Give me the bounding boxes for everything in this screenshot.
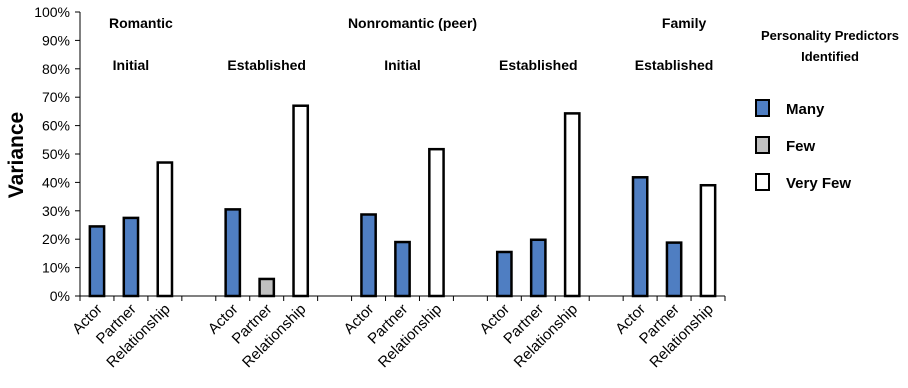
bar: [665, 241, 683, 298]
y-tick-label: 30%: [42, 203, 70, 219]
legend-swatch: [755, 173, 770, 191]
bar: [156, 161, 174, 298]
bars: [88, 104, 717, 298]
y-tick-label: 90%: [42, 32, 70, 48]
bar: [631, 176, 649, 298]
group-headers: Romantic Initial Established Nonromantic (p…: [109, 15, 713, 73]
y-tick-label: 70%: [42, 89, 70, 105]
y-tick-label: 50%: [42, 146, 70, 162]
bar: [699, 183, 717, 298]
bar: [394, 240, 411, 298]
bar: [529, 238, 547, 298]
legend-swatch: [755, 136, 770, 154]
bar: [224, 208, 242, 298]
axes: [79, 12, 726, 301]
group-subheader: Established: [499, 57, 578, 73]
y-tick-label: 80%: [42, 61, 70, 77]
bar: [122, 216, 140, 298]
y-tick-label: 40%: [42, 174, 70, 190]
legend-label: Very Few: [786, 175, 851, 192]
bar: [428, 147, 445, 298]
bar: [360, 213, 377, 298]
group-subheader: Established: [227, 57, 306, 73]
y-axis-ticks: 0% 10% 20% 30% 40% 50% 60% 70% 80% 90% 100%: [34, 4, 80, 304]
y-tick-label: 100%: [34, 4, 70, 20]
y-tick-label: 10%: [42, 260, 70, 276]
group-subheader: Initial: [384, 57, 421, 73]
legend-title-line-1: Personality Predictors: [761, 28, 899, 43]
bar: [495, 250, 513, 298]
bar: [563, 112, 581, 298]
bar: [292, 104, 310, 298]
bar: [258, 277, 276, 298]
group-header: Romantic: [109, 15, 173, 31]
bar: [88, 225, 106, 298]
group-subheader: Established: [635, 57, 714, 73]
y-tick-label: 20%: [42, 231, 70, 247]
legend-swatch: [755, 99, 770, 117]
y-axis-label: Variance: [5, 112, 28, 198]
y-tick-label: 0%: [50, 288, 70, 304]
legend: Personality Predictors Identified Many Fe…: [755, 28, 899, 192]
y-tick-label: 60%: [42, 118, 70, 134]
legend-label: Many: [786, 101, 825, 118]
group-subheader: Initial: [113, 57, 150, 73]
group-header: Nonromantic (peer): [348, 15, 477, 31]
legend-label: Few: [786, 138, 816, 155]
legend-title-line-2: Identified: [801, 49, 859, 64]
group-header: Family: [662, 15, 707, 31]
